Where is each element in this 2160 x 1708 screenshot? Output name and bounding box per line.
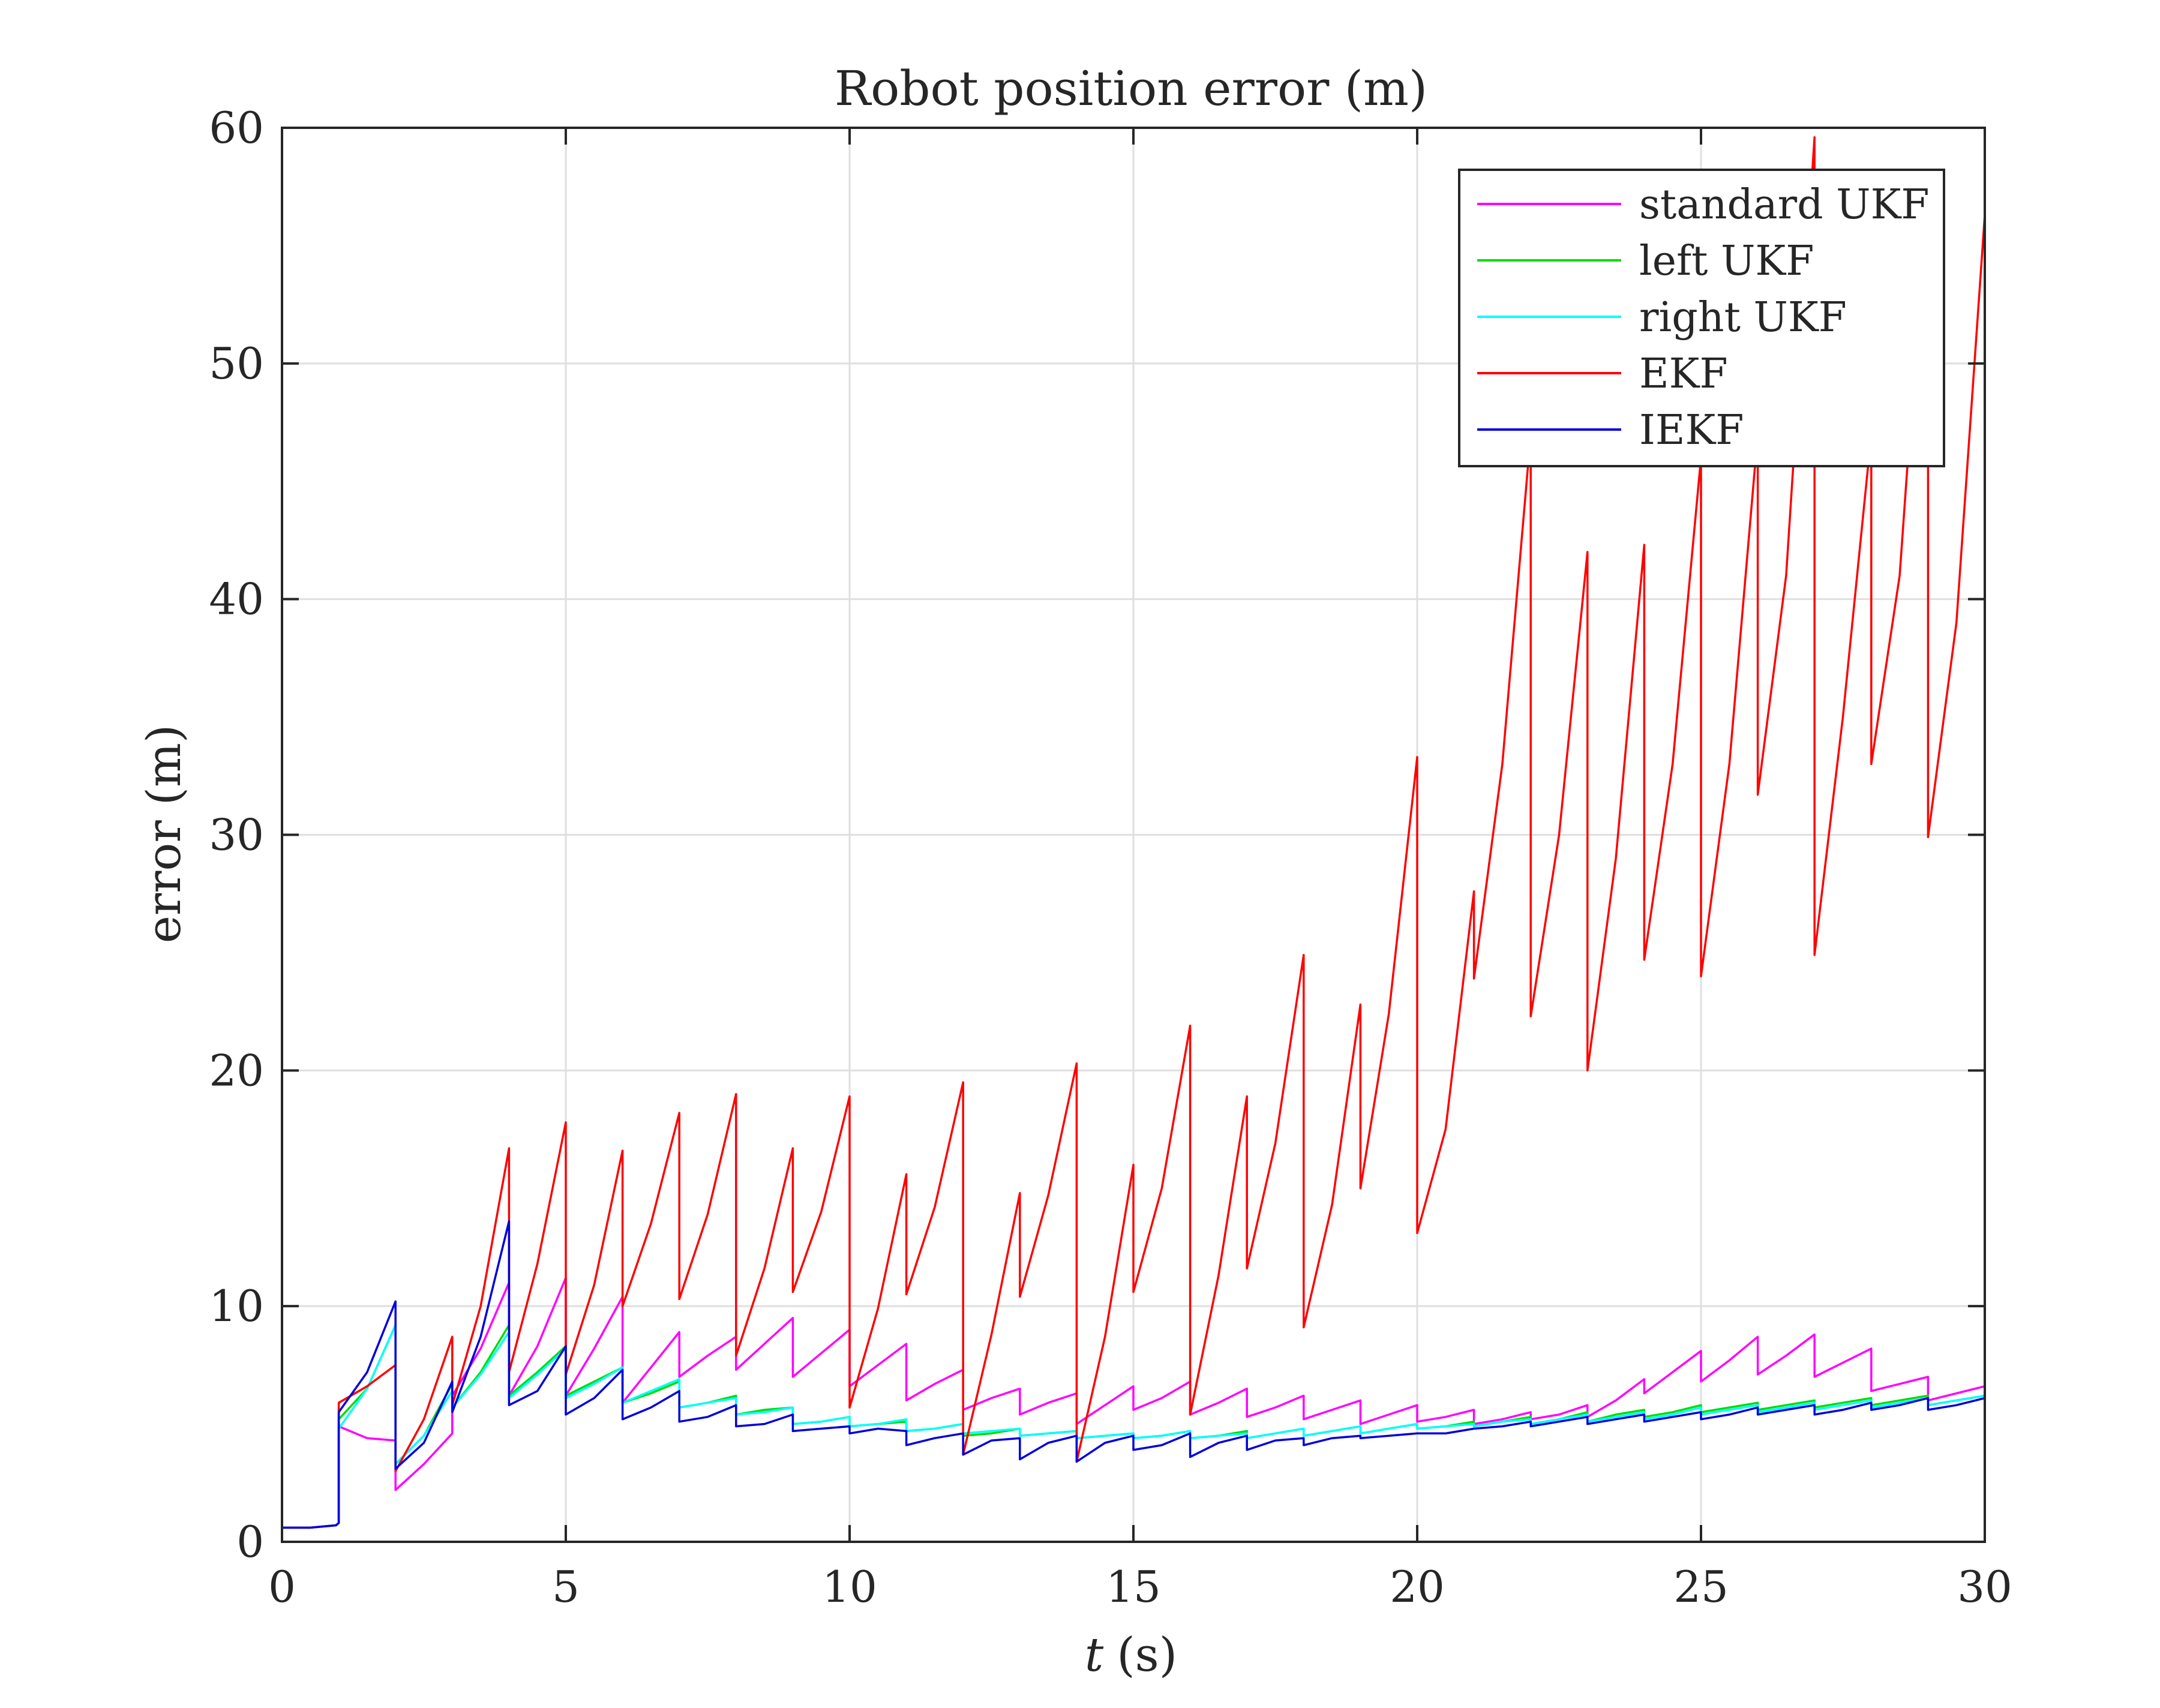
x-tick-label: 15 bbox=[1106, 1562, 1161, 1612]
x-axis-label-variable: t bbox=[1085, 1628, 1104, 1682]
series-line-iekf bbox=[282, 1220, 1985, 1529]
tick-labels: 0 5 10 15 20 25 30 0 10 20 30 40 50 60 bbox=[209, 103, 2012, 1612]
x-tick-label: 5 bbox=[552, 1562, 580, 1612]
chart-title: Robot position error (m) bbox=[835, 61, 1427, 116]
legend-label-standard-ukf: standard UKF bbox=[1639, 181, 1930, 229]
x-axis-label-unit: (s) bbox=[1117, 1628, 1177, 1682]
y-tick-label: 60 bbox=[209, 103, 264, 153]
x-tick-label: 0 bbox=[268, 1562, 296, 1612]
axes bbox=[281, 127, 1986, 1543]
legend-label-ekf: EKF bbox=[1639, 350, 1728, 398]
legend-label-iekf: IEKF bbox=[1639, 407, 1744, 454]
x-tick-label: 30 bbox=[1957, 1562, 2012, 1612]
y-tick-label: 0 bbox=[236, 1517, 264, 1567]
y-axis-label: error (m) bbox=[137, 725, 191, 944]
y-tick-label: 20 bbox=[209, 1045, 264, 1095]
x-axis-label: t (s) bbox=[1085, 1628, 1177, 1682]
x-tick-label: 20 bbox=[1390, 1562, 1445, 1612]
legend-label-left-ukf: left UKF bbox=[1639, 238, 1814, 285]
x-tick-label: 10 bbox=[822, 1562, 877, 1612]
x-tick-label: 25 bbox=[1673, 1562, 1729, 1612]
y-tick-label: 50 bbox=[209, 338, 264, 389]
y-tick-label: 40 bbox=[209, 574, 264, 625]
legend-label-right-ukf: right UKF bbox=[1639, 294, 1847, 341]
legend: standard UKF left UKF right UKF EKF IEKF bbox=[1458, 169, 1945, 467]
y-tick-label: 10 bbox=[209, 1281, 264, 1331]
y-tick-label: 30 bbox=[209, 810, 264, 860]
